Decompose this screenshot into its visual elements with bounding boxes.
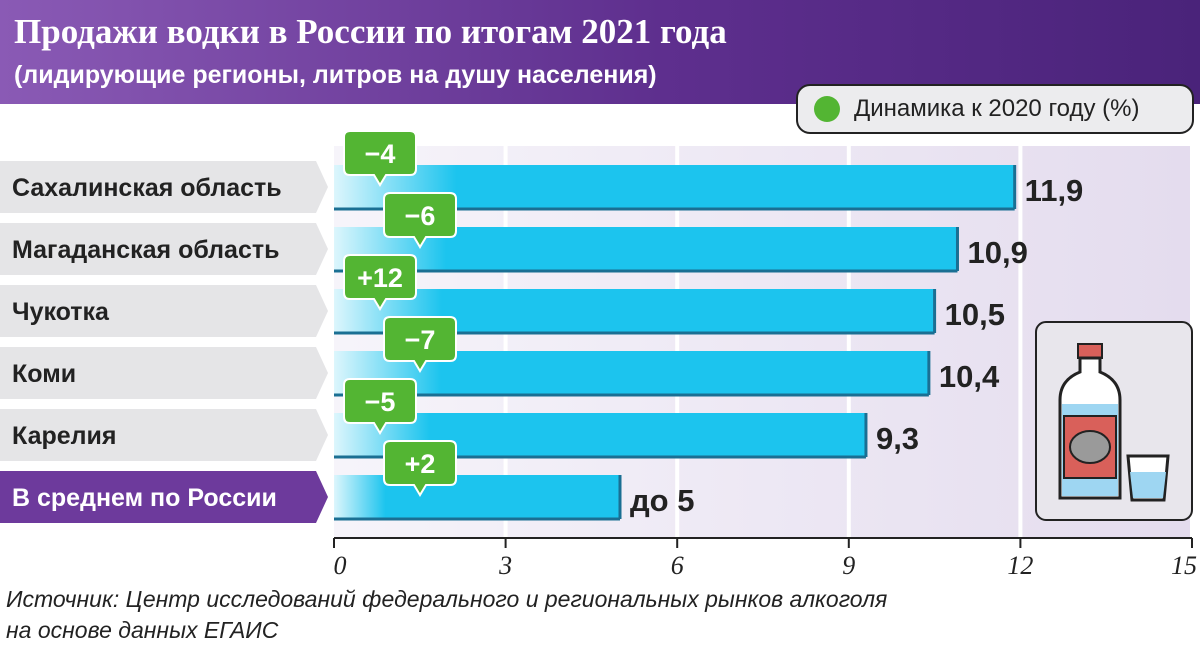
- x-tick-label: 15: [1171, 551, 1197, 580]
- change-badge-label: −6: [405, 201, 436, 231]
- change-badge: [343, 130, 417, 187]
- category-tab: [0, 471, 328, 523]
- bar-value-label: до 5: [630, 483, 694, 518]
- change-badge: [383, 440, 457, 497]
- category-label: Сахалинская область: [12, 174, 282, 202]
- source-line-2: на основе данных ЕГАИС: [6, 617, 279, 643]
- x-tick-label: 9: [842, 551, 855, 580]
- legend-label: Динамика к 2020 году (%): [854, 95, 1140, 122]
- source-line-1: Источник: Центр исследований федеральног…: [6, 586, 888, 612]
- category-label: Карелия: [12, 422, 116, 450]
- category-tab: [0, 285, 328, 337]
- category-label: Магаданская область: [12, 236, 279, 264]
- change-badge: [343, 378, 417, 435]
- chart-subtitle: (лидирующие регионы, литров на душу насе…: [14, 61, 657, 89]
- header-banner: Продажи водки в России по итогам 2021 го…: [0, 0, 1200, 104]
- bar-value-label: 10,5: [945, 297, 1005, 332]
- x-tick-label: 12: [1007, 551, 1033, 580]
- source-note: Источник: Центр исследований федеральног…: [6, 584, 887, 646]
- bar-value-label: 10,4: [939, 359, 1000, 394]
- chart-title: Продажи водки в России по итогам 2021 го…: [14, 12, 727, 51]
- bar-value-label: 11,9: [1025, 173, 1084, 208]
- category-label: Чукотка: [12, 298, 110, 326]
- change-badge-label: −5: [365, 387, 396, 417]
- legend: Динамика к 2020 году (%): [796, 84, 1194, 134]
- x-tick-label: 6: [671, 551, 684, 580]
- change-badge: [343, 254, 417, 311]
- bar-value-label: 10,9: [967, 235, 1027, 270]
- category-tab: [0, 347, 328, 399]
- category-tab: [0, 409, 328, 461]
- change-badge-label: +12: [357, 263, 403, 293]
- legend-green-dot: [814, 96, 840, 122]
- x-tick-label: 0: [334, 551, 347, 580]
- category-label: Коми: [12, 360, 76, 388]
- bar-shine: [334, 475, 620, 519]
- change-badge: [383, 192, 457, 249]
- category-label: В среднем по России: [12, 484, 277, 512]
- change-badge-label: −4: [365, 139, 396, 169]
- change-badge: [383, 316, 457, 373]
- bar-value-label: 9,3: [876, 421, 919, 456]
- x-tick-label: 3: [498, 551, 512, 580]
- category-tab: [0, 223, 328, 275]
- category-tab: [0, 161, 328, 213]
- vodka-bottle-illustration: [1035, 321, 1193, 521]
- change-badge-label: −7: [405, 325, 436, 355]
- change-badge-label: +2: [405, 449, 436, 479]
